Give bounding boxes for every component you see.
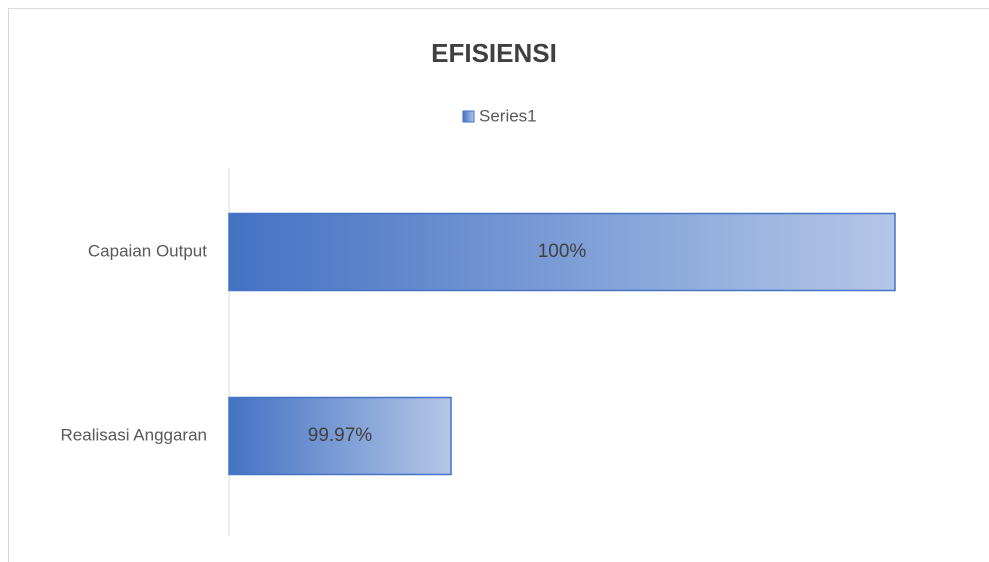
legend-swatch [462,110,475,123]
data-label: 100% [538,241,587,262]
data-label: 99.97% [308,425,373,446]
chart-border [8,8,989,562]
legend-label: Series1 [479,106,537,125]
y-tick-label: Capaian Output [88,241,207,260]
y-tick-label: Realisasi Anggaran [61,425,207,444]
chart-title: EFISIENSI [431,38,557,68]
bar [228,396,452,476]
bar [228,212,896,292]
